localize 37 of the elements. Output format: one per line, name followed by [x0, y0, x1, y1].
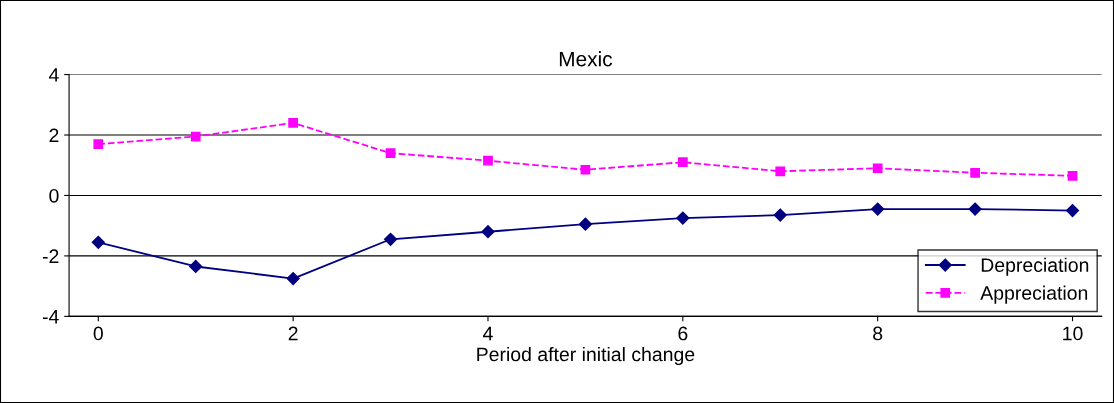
y-tick-label: 4 — [48, 68, 59, 82]
point — [871, 202, 885, 216]
point — [483, 155, 493, 166]
x-tick-label: 2 — [288, 326, 298, 341]
point — [580, 164, 591, 175]
y-tick-label: -2 — [42, 249, 59, 263]
legend-label: Depreciation — [981, 257, 1089, 276]
legend-label: Appreciation — [980, 285, 1088, 304]
point — [288, 118, 299, 128]
y-tick-label: -4 — [42, 310, 59, 324]
point — [93, 139, 104, 149]
x-tick-label: 10 — [1063, 326, 1083, 341]
y-tick-label: 2 — [49, 128, 59, 143]
x-tick-label: 8 — [873, 326, 883, 341]
point — [872, 163, 883, 174]
x-tick-label: 6 — [678, 326, 688, 341]
point — [286, 271, 300, 286]
point — [677, 157, 688, 168]
point — [773, 208, 787, 222]
point — [968, 202, 982, 216]
point — [775, 166, 786, 177]
point — [676, 211, 690, 225]
point — [91, 235, 105, 249]
point — [970, 167, 980, 178]
chart-title: Mexic — [559, 51, 613, 67]
point — [383, 232, 398, 246]
point — [189, 259, 203, 274]
point — [578, 217, 592, 231]
x-tick-label: 0 — [93, 326, 103, 341]
point — [1067, 170, 1078, 181]
y-tick-label: 0 — [49, 188, 59, 203]
x-axis-title: Period after initial change — [477, 346, 695, 366]
point — [385, 148, 396, 159]
point — [1065, 203, 1080, 218]
point — [190, 131, 201, 142]
point — [481, 225, 495, 239]
x-tick-label: 4 — [483, 326, 493, 341]
